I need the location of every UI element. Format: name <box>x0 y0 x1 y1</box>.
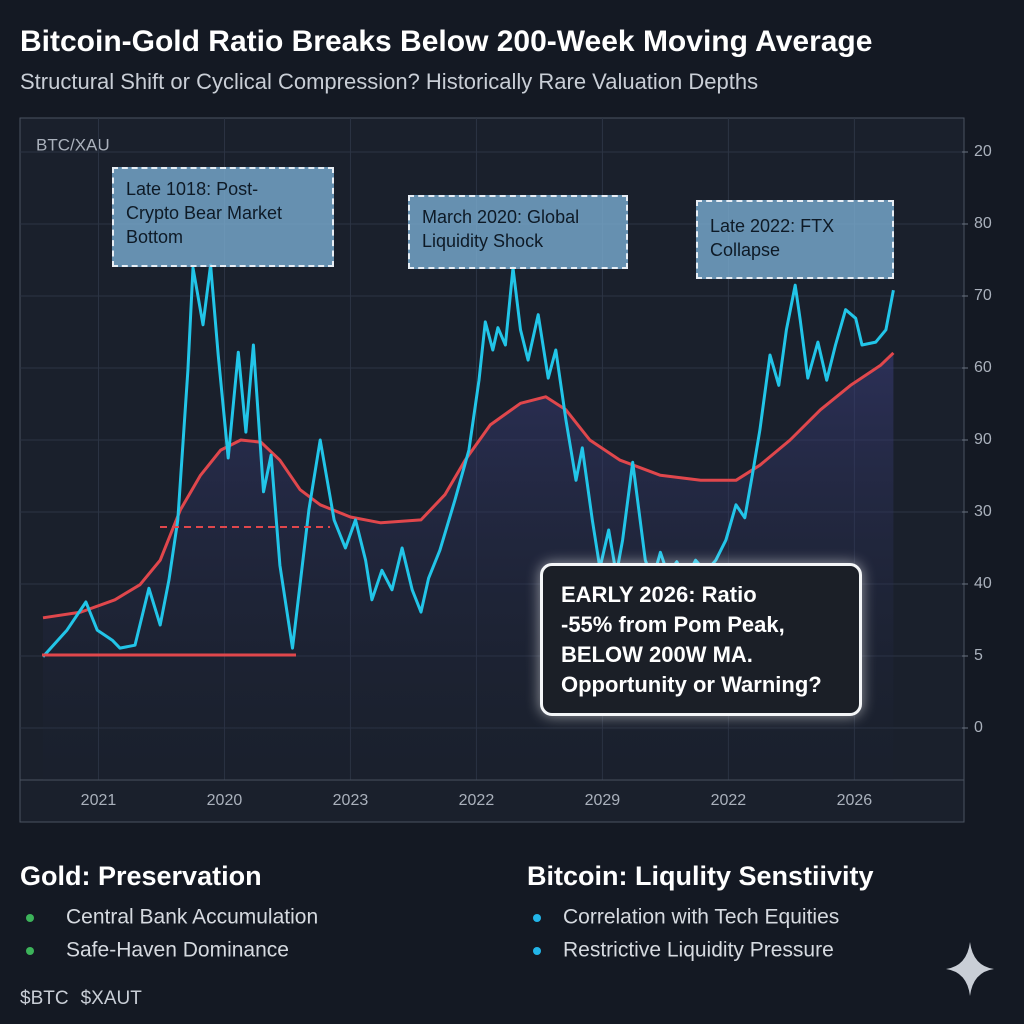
x-tick-label: 2021 <box>81 792 117 809</box>
x-tick-label: 2022 <box>459 792 495 809</box>
y-tick-label: 90 <box>974 431 992 448</box>
section-title: Bitcoin: Liqulity Senstiivity <box>527 861 874 891</box>
y-tick-label: 80 <box>974 215 992 232</box>
y-tick-label: 40 <box>974 575 992 592</box>
text-line: Collapse <box>710 240 781 260</box>
text-line: Liquidity Shock <box>422 231 544 251</box>
annotation: Late 1018: Post- Crypto Bear Market Bottom <box>112 167 334 267</box>
section-item: Correlation with Tech Equities <box>563 906 839 929</box>
y-axis-label: BTC/XAU <box>36 135 110 154</box>
bullet <box>26 914 34 922</box>
text-line: Late 1018: Post- <box>126 179 259 199</box>
y-tick-label: 30 <box>974 503 992 520</box>
annotation: March 2020: Global Liquidity Shock <box>408 195 628 269</box>
section-item: Restrictive Liquidity Pressure <box>563 939 834 962</box>
x-tick-label: 2023 <box>333 792 369 809</box>
title: Bitcoin-Gold Ratio Breaks Below 200-Week… <box>20 25 872 58</box>
section-item: Safe-Haven Dominance <box>66 939 289 962</box>
text-line: Bottom <box>126 227 184 247</box>
section-title: Gold: Preservation <box>20 861 262 891</box>
y-tick-label: 20 <box>974 143 992 160</box>
x-tick-label: 2026 <box>837 792 873 809</box>
bullet <box>26 947 34 955</box>
tag: $BTC <box>20 988 69 1009</box>
subtitle: Structural Shift or Cyclical Compression… <box>20 69 758 94</box>
y-tick-label: 70 <box>974 287 992 304</box>
x-tick-label: 2020 <box>207 792 243 809</box>
y-tick-label: 0 <box>974 719 983 736</box>
text-line: Crypto Bear Market <box>126 203 283 223</box>
text-line: EARLY 2026: Ratio <box>561 582 757 607</box>
text-line: -55% from Pom Peak, <box>561 612 785 637</box>
section-item: Central Bank Accumulation <box>66 906 318 929</box>
bullet <box>533 914 541 922</box>
bullet <box>533 947 541 955</box>
text-line: Late 2022: FTX <box>710 216 835 236</box>
ratio-line <box>41 263 895 658</box>
text-line: BELOW 200W MA. <box>561 642 753 667</box>
y-tick-label: 5 <box>974 647 983 664</box>
x-tick-label: 2029 <box>585 792 621 809</box>
logo-star <box>946 942 994 996</box>
text-line: Opportunity or Warning? <box>561 672 822 697</box>
callout: EARLY 2026: Ratio -55% from Pom Peak, BELO… <box>540 563 862 716</box>
y-tick-label: 60 <box>974 359 992 376</box>
tag: $XAUT <box>81 988 143 1009</box>
annotation: Late 2022: FTX Collapse <box>696 200 894 279</box>
text-line: March 2020: Global <box>422 207 580 227</box>
x-tick-label: 2022 <box>711 792 747 809</box>
